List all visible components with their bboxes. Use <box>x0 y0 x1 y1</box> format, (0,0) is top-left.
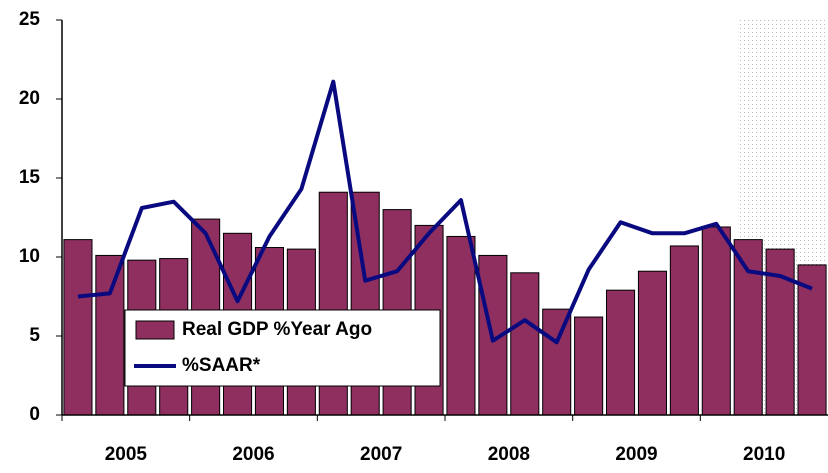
bar <box>510 272 540 416</box>
legend-swatch <box>135 320 175 340</box>
bar <box>733 239 763 416</box>
x-tick-label: 2006 <box>232 444 274 465</box>
y-tick-label: 10 <box>19 246 40 267</box>
bar <box>797 264 827 416</box>
x-tick-label: 2008 <box>488 444 530 465</box>
bar <box>765 248 795 416</box>
x-tick-label: 2010 <box>743 444 785 465</box>
legend-label: Real GDP %Year Ago <box>182 319 372 340</box>
bar <box>446 235 476 416</box>
y-tick-label: 15 <box>19 167 41 188</box>
bar <box>605 289 636 416</box>
bar <box>701 226 731 416</box>
x-tick-label: 2005 <box>105 444 148 465</box>
bar <box>542 308 572 416</box>
bar <box>95 254 125 416</box>
bar <box>63 239 93 416</box>
y-tick-label: 25 <box>19 9 41 30</box>
x-tick-label: 2007 <box>360 444 402 465</box>
bar <box>574 316 604 416</box>
bar <box>669 245 699 416</box>
bar <box>637 270 668 416</box>
legend-label: %SAAR* <box>182 355 261 376</box>
y-tick-label: 0 <box>29 404 40 425</box>
y-tick-label: 20 <box>19 88 40 109</box>
line <box>77 79 813 345</box>
y-tick-label: 5 <box>29 325 40 346</box>
x-tick-label: 2009 <box>615 444 657 465</box>
legend-box <box>124 309 441 387</box>
